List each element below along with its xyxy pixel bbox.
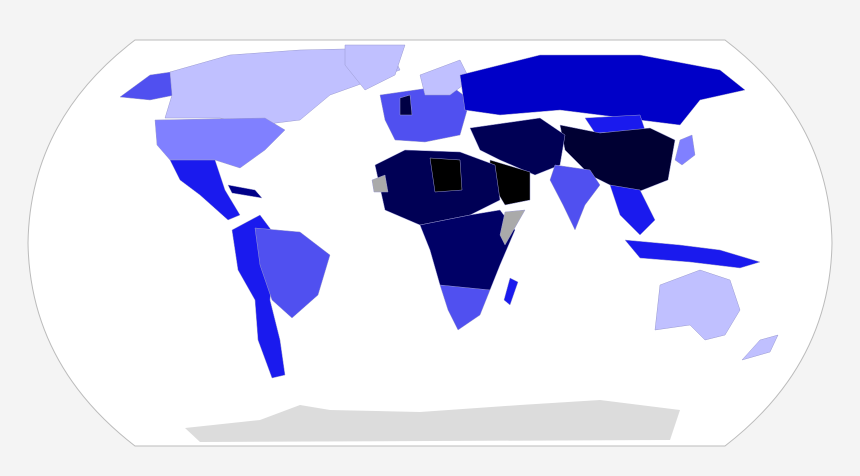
indonesia: [624, 239, 761, 269]
central-africa: [419, 209, 516, 296]
australia: [654, 269, 741, 341]
southeast-asia: [609, 184, 656, 236]
middle-east: [469, 117, 566, 176]
antarctica: [185, 400, 680, 442]
japan: [674, 134, 696, 166]
india: [549, 164, 601, 231]
southern-africa: [439, 284, 491, 331]
west-sahara: [371, 174, 389, 193]
brazil: [254, 227, 331, 319]
somalia: [499, 209, 526, 246]
scandinavia: [419, 59, 471, 96]
usa: [154, 117, 286, 169]
greenland: [344, 44, 406, 91]
new-zealand: [741, 334, 779, 361]
uk: [399, 94, 413, 116]
madagascar: [503, 277, 519, 306]
countries: [119, 44, 779, 442]
russia: [459, 54, 746, 126]
caribbean: [227, 184, 263, 199]
libya: [429, 157, 463, 193]
mexico-central-america: [169, 159, 241, 221]
china: [559, 124, 676, 196]
canada: [164, 47, 401, 126]
